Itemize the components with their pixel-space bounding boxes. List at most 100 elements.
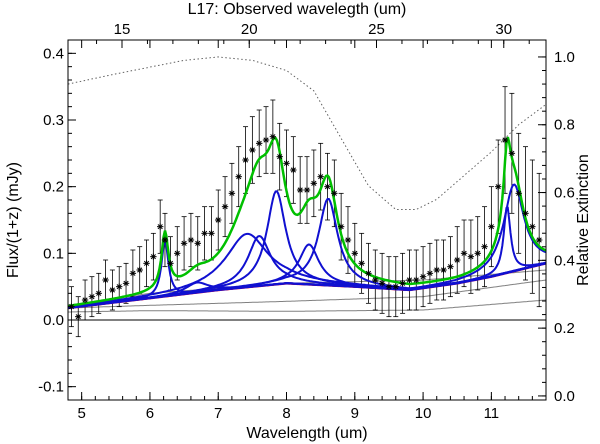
data-point bbox=[535, 236, 543, 244]
x-tick-label: 9 bbox=[351, 405, 359, 422]
data-point bbox=[344, 236, 352, 244]
data-point bbox=[378, 280, 386, 287]
data-point bbox=[290, 166, 297, 174]
data-point bbox=[385, 283, 393, 290]
data-point bbox=[317, 173, 324, 180]
data-point bbox=[122, 280, 130, 287]
data-point bbox=[460, 250, 468, 257]
data-point bbox=[454, 256, 461, 264]
y-tick-label: 0.1 bbox=[43, 245, 64, 262]
data-point bbox=[501, 136, 509, 144]
x-tick-label: 10 bbox=[415, 405, 432, 422]
data-point bbox=[228, 190, 236, 197]
data-point bbox=[324, 183, 331, 190]
data-point bbox=[221, 203, 229, 210]
data-point bbox=[358, 260, 365, 267]
data-point bbox=[276, 153, 283, 160]
data-point bbox=[95, 290, 102, 297]
y-tick-label: 0.3 bbox=[43, 112, 64, 129]
y-tick-label: 0.2 bbox=[43, 179, 64, 196]
data-point bbox=[447, 263, 454, 270]
data-point bbox=[180, 240, 188, 247]
data-point bbox=[129, 270, 137, 277]
data-point bbox=[161, 236, 169, 244]
data-point bbox=[488, 223, 495, 230]
x-tick-label: 8 bbox=[282, 405, 290, 422]
data-point bbox=[474, 250, 481, 257]
data-point bbox=[351, 250, 358, 257]
x-tick-label: 6 bbox=[146, 405, 154, 422]
data-point bbox=[174, 250, 181, 257]
right-tick-label: 0.4 bbox=[554, 252, 575, 269]
data-point bbox=[399, 280, 406, 287]
data-point bbox=[310, 180, 318, 187]
data-point bbox=[331, 190, 338, 197]
pah-feature-11.33 bbox=[68, 183, 546, 309]
right-tick-label: 0.2 bbox=[554, 320, 575, 337]
x-axis-label: Wavelength (um) bbox=[246, 425, 367, 442]
data-point bbox=[208, 230, 215, 237]
data-point bbox=[433, 266, 440, 274]
data-point bbox=[262, 136, 270, 144]
data-point bbox=[296, 186, 304, 194]
data-point bbox=[116, 283, 123, 290]
right-tick-label: 1.0 bbox=[554, 49, 575, 66]
data-point bbox=[529, 223, 536, 230]
top-tick-label: 15 bbox=[114, 21, 131, 38]
data-point bbox=[88, 293, 96, 300]
stellar-component-2 bbox=[68, 279, 546, 309]
data-point bbox=[508, 150, 516, 157]
data-point bbox=[143, 260, 150, 267]
data-point bbox=[167, 260, 174, 267]
top-tick-label: 20 bbox=[241, 21, 258, 38]
data-point bbox=[194, 240, 201, 247]
data-point bbox=[75, 313, 82, 320]
top-tick-label: 25 bbox=[368, 21, 385, 38]
data-point bbox=[426, 270, 434, 277]
data-point bbox=[406, 276, 413, 284]
data-point bbox=[419, 273, 427, 280]
y-axis-label: Flux/(1+z) (mJy) bbox=[5, 162, 22, 278]
x-tick-label: 5 bbox=[77, 405, 85, 422]
data-point bbox=[215, 216, 222, 224]
stellar-component-3 bbox=[68, 299, 546, 313]
data-point bbox=[201, 230, 208, 237]
y-tick-label: 0.4 bbox=[43, 45, 64, 62]
data-point bbox=[109, 286, 116, 294]
data-point bbox=[136, 266, 143, 274]
right-tick-label: 0.6 bbox=[554, 185, 575, 202]
x-tick-label: 7 bbox=[214, 405, 222, 422]
data-point bbox=[372, 276, 379, 284]
data-point bbox=[303, 186, 311, 194]
data-point bbox=[187, 236, 195, 244]
data-point bbox=[256, 140, 263, 147]
data-point bbox=[392, 283, 399, 290]
data-point bbox=[81, 296, 89, 304]
chart-title: L17: Observed wavelegth (um) bbox=[188, 1, 407, 18]
data-point bbox=[413, 276, 420, 284]
data-point bbox=[337, 223, 345, 230]
data-point bbox=[156, 223, 164, 230]
data-point bbox=[440, 266, 447, 274]
total-fit-line bbox=[68, 136, 546, 308]
right-axis-label: Relative Extinction bbox=[575, 154, 592, 286]
data-point bbox=[365, 270, 372, 277]
right-tick-label: 0.8 bbox=[554, 117, 575, 134]
data-point bbox=[495, 183, 502, 190]
extinction-curve bbox=[68, 56, 546, 210]
data-point bbox=[150, 253, 157, 260]
plot-area bbox=[68, 56, 546, 338]
data-point bbox=[269, 133, 277, 140]
y-tick-label: -0.1 bbox=[38, 379, 64, 396]
data-point bbox=[515, 190, 522, 197]
data-point bbox=[283, 160, 290, 167]
right-tick-label: 0.0 bbox=[554, 388, 575, 405]
data-point bbox=[235, 173, 242, 180]
x-tick-label: 11 bbox=[484, 405, 500, 422]
data-point bbox=[522, 210, 529, 217]
y-tick-label: 0.0 bbox=[43, 312, 64, 329]
data-point bbox=[102, 276, 109, 284]
data-point bbox=[242, 156, 249, 164]
top-tick-label: 30 bbox=[495, 21, 512, 38]
